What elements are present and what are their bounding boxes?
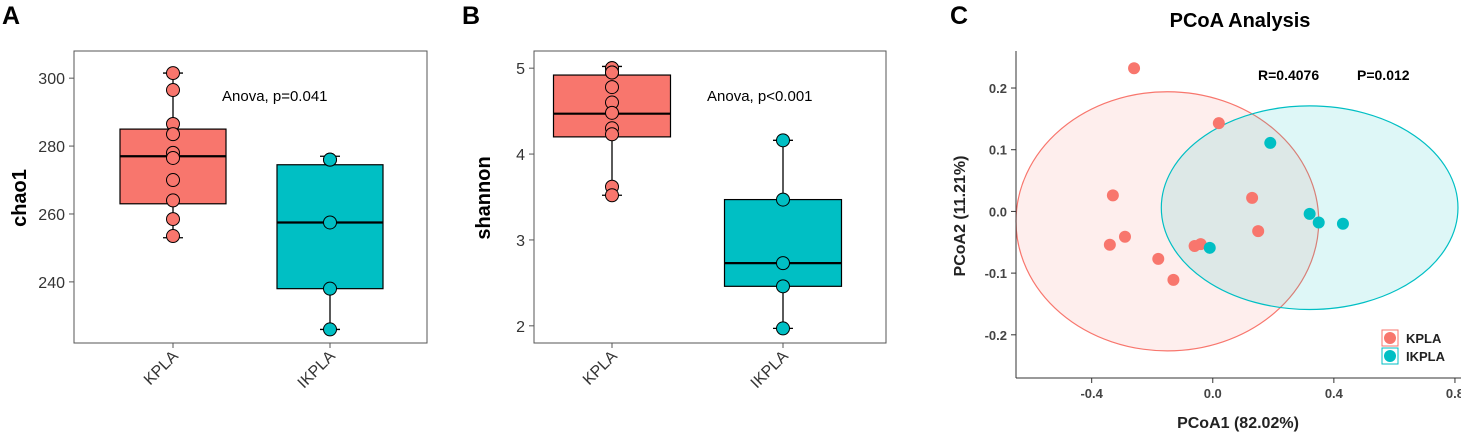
x-tick-label: -0.4	[1080, 386, 1103, 401]
chart-title: PCoA Analysis	[1170, 10, 1311, 32]
data-point-ikpla	[1303, 207, 1316, 220]
panel-b-shannon: B shannon Anova, p<0.001 2 3 4 5 KPLA IKPLA	[462, 2, 887, 392]
x-tick-label: IKPLA	[748, 348, 792, 392]
data-point	[605, 127, 619, 142]
y-tick-label: 0.1	[989, 143, 1007, 158]
data-point	[323, 215, 337, 230]
data-point	[323, 281, 337, 296]
data-point	[166, 193, 180, 208]
data-point	[776, 256, 790, 271]
data-point-ikpla	[1203, 241, 1216, 254]
legend-label: KPLA	[1406, 331, 1442, 346]
data-point	[605, 105, 619, 120]
box-iqr	[723, 198, 843, 287]
x-tick-label: 0.4	[1325, 386, 1344, 401]
y-tick-label: -0.1	[985, 266, 1007, 281]
data-point-kpla	[1118, 230, 1131, 243]
data-point	[323, 322, 337, 337]
data-point-kpla	[1152, 252, 1165, 265]
data-point	[605, 188, 619, 203]
data-point	[166, 173, 180, 188]
data-point	[166, 83, 180, 98]
legend-label: IKPLA	[1406, 349, 1446, 364]
panel-letter: C	[950, 2, 968, 30]
data-point-kpla	[1246, 191, 1259, 204]
y-tick-label: -0.2	[985, 328, 1007, 343]
panel-a-chao1: A chao1 Anova, p=0.041 240 260 280 300 KPLA I…	[2, 2, 428, 392]
y-tick-label: 3	[516, 233, 525, 250]
x-tick-label: 0.8	[1446, 386, 1461, 401]
data-point-kpla	[1128, 62, 1141, 75]
x-tick-label: KPLA	[580, 348, 621, 389]
data-point	[776, 321, 790, 336]
y-tick-label: 300	[38, 71, 65, 88]
data-point-ikpla	[1336, 217, 1349, 230]
y-tick-label: 260	[38, 207, 65, 224]
scatter-marks: -0.4 0.0 0.4 0.8 -0.2 -0.1 0.0 0.1 0.2 KPLA IKPLA	[985, 51, 1461, 401]
panel-c-pcoa: C PCoA Analysis R=0.4076 P=0.012 PCoA1 (…	[950, 2, 1461, 432]
y-tick-label: 4	[516, 147, 525, 164]
y-tick-label: 0.2	[989, 81, 1007, 96]
data-point	[776, 192, 790, 207]
data-point-ikpla	[1264, 136, 1277, 149]
y-tick-label: 0.0	[989, 204, 1007, 219]
data-point-kpla	[1103, 238, 1116, 251]
data-point-kpla	[1212, 117, 1225, 130]
y-tick-label: 2	[516, 319, 525, 336]
x-tick-label: 0.0	[1204, 386, 1222, 401]
data-point-kpla	[1188, 239, 1201, 252]
p-statistic: P=0.012	[1357, 67, 1410, 83]
data-point	[776, 279, 790, 294]
y-tick-label: 240	[38, 275, 65, 292]
y-axis-label: chao1	[9, 169, 31, 227]
data-point	[605, 65, 619, 80]
x-tick-label: IKPLA	[295, 348, 339, 392]
data-point	[166, 66, 180, 81]
data-point	[166, 229, 180, 244]
y-tick-label: 280	[38, 139, 65, 156]
data-point	[323, 152, 337, 167]
data-point-kpla	[1252, 225, 1265, 238]
data-point	[166, 150, 180, 165]
legend-key-ikpla	[1384, 350, 1396, 362]
data-point	[166, 127, 180, 142]
anova-annotation: Anova, p=0.041	[222, 88, 328, 105]
data-point-kpla	[1167, 273, 1180, 286]
panel-letter: B	[462, 2, 480, 30]
r-statistic: R=0.4076	[1258, 67, 1319, 83]
panel-letter: A	[2, 2, 20, 30]
y-tick-label: 5	[516, 61, 525, 78]
y-axis-label: PCoA2 (11.21%)	[952, 156, 969, 277]
data-point	[605, 80, 619, 95]
confidence-ellipse-ikpla	[1160, 105, 1459, 311]
data-point-kpla	[1106, 189, 1119, 202]
anova-annotation: Anova, p<0.001	[707, 88, 813, 105]
x-axis-label: PCoA1 (82.02%)	[1177, 415, 1299, 432]
legend-key-kpla	[1384, 332, 1396, 344]
data-point-ikpla	[1312, 216, 1325, 229]
y-axis-label: shannon	[473, 156, 495, 239]
data-point	[166, 212, 180, 227]
x-tick-label: KPLA	[141, 348, 182, 389]
data-point	[776, 133, 790, 148]
